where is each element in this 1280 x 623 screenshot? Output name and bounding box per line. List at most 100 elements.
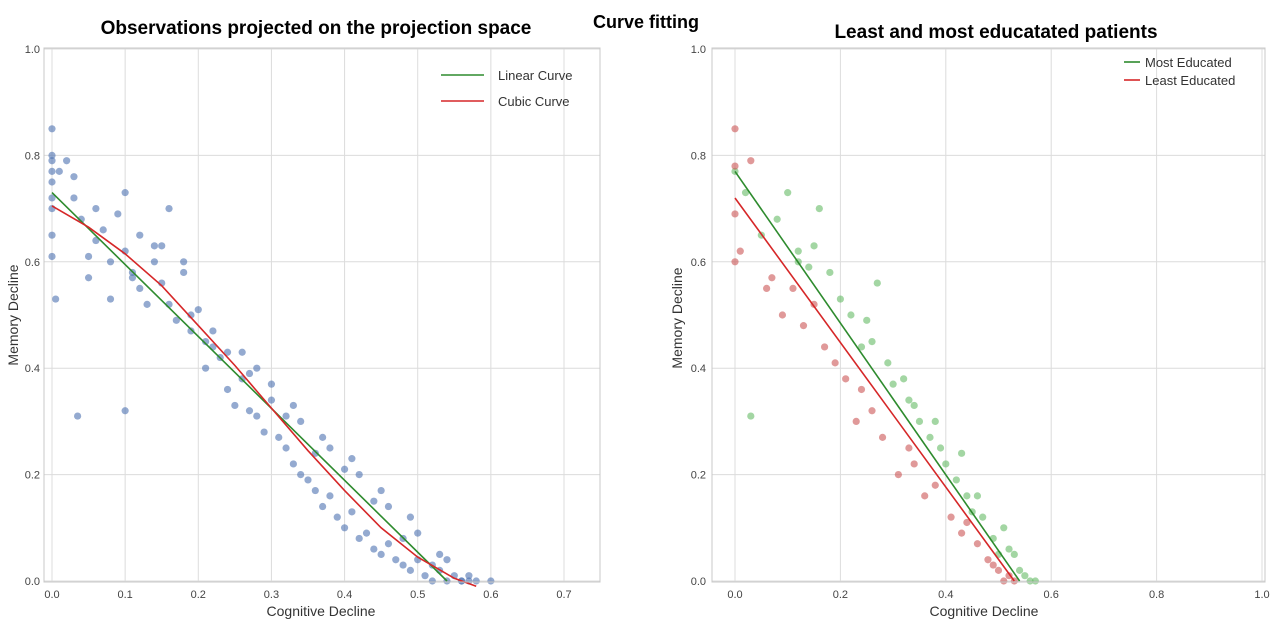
data-point: [267, 380, 276, 388]
data-point: [260, 428, 268, 436]
right-chart-grid: [712, 48, 1265, 582]
data-point: [1010, 550, 1018, 559]
series-line-least-educated: [734, 197, 1015, 582]
data-point: [121, 407, 129, 415]
left-chart: Observations projected on the projection…: [5, 18, 601, 619]
data-point: [915, 417, 924, 425]
data-point: [158, 242, 166, 250]
x-tick-label: 0.0: [727, 589, 742, 601]
x-tick-label: 0.6: [1044, 589, 1059, 601]
data-point: [209, 327, 217, 335]
legend-label-cubic: Cubic Curve: [498, 94, 570, 109]
data-point: [384, 502, 393, 511]
data-point: [1000, 524, 1008, 532]
right-chart-title: Least and most educatated patients: [834, 22, 1157, 43]
data-point: [92, 236, 100, 245]
data-point: [857, 343, 866, 351]
y-tick-label: 0.4: [691, 363, 706, 375]
data-point: [55, 167, 63, 175]
data-point: [340, 524, 349, 532]
data-point: [136, 231, 144, 239]
left-chart-y-ticks: 0.0 0.2 0.4 0.6 0.8 1.0: [25, 44, 40, 588]
data-point: [868, 338, 876, 346]
data-point: [399, 561, 407, 569]
data-point: [973, 492, 982, 500]
data-point: [1000, 577, 1008, 585]
data-point: [370, 497, 378, 505]
data-point: [48, 252, 56, 261]
right-chart-y-label: Memory Decline: [669, 267, 685, 368]
data-point: [831, 359, 839, 367]
data-point: [747, 412, 755, 420]
data-point: [282, 444, 290, 452]
left-chart-legend: Linear Curve Cubic Curve: [441, 68, 572, 109]
data-point: [799, 322, 808, 330]
data-point: [311, 449, 319, 457]
data-point: [826, 268, 834, 277]
y-tick-label: 0.6: [25, 257, 40, 269]
data-point: [436, 550, 444, 559]
data-point: [894, 471, 902, 479]
data-point: [947, 513, 955, 521]
y-tick-label: 0.0: [25, 576, 40, 588]
data-point: [910, 460, 918, 468]
y-tick-label: 0.2: [25, 470, 40, 482]
data-point: [847, 311, 855, 319]
data-point: [319, 502, 327, 511]
data-point: [348, 508, 356, 516]
data-point: [836, 295, 845, 303]
data-point: [873, 279, 881, 287]
series-line-most-educated: [734, 170, 1021, 582]
data-point: [106, 295, 115, 303]
data-point: [326, 444, 334, 452]
data-point: [747, 157, 755, 165]
data-point: [963, 518, 971, 527]
data-point: [223, 385, 232, 394]
data-point: [810, 242, 818, 250]
x-tick-label: 0.1: [117, 589, 132, 601]
x-tick-label: 0.3: [264, 589, 279, 601]
right-chart-frame: [711, 47, 1266, 583]
data-point: [443, 556, 451, 564]
series-line-cubic-curve: [51, 205, 477, 588]
data-point: [289, 401, 297, 410]
data-point: [114, 210, 122, 218]
data-point: [952, 476, 960, 484]
data-point: [905, 444, 913, 452]
data-point: [414, 529, 422, 537]
x-tick-label: 1.0: [1254, 589, 1269, 601]
data-point: [465, 572, 473, 580]
left-chart-y-label: Memory Decline: [5, 264, 21, 365]
y-tick-label: 0.0: [691, 576, 706, 588]
right-chart-lines: [734, 170, 1021, 582]
data-point: [805, 263, 813, 271]
data-point: [370, 545, 378, 553]
data-point: [963, 492, 971, 500]
data-point: [487, 577, 495, 585]
data-point: [406, 513, 414, 521]
data-point: [794, 247, 802, 255]
data-point: [842, 375, 850, 383]
figure-suptitle: Curve fitting: [593, 12, 699, 32]
data-point: [202, 338, 210, 346]
data-point: [319, 433, 327, 441]
x-tick-label: 0.4: [337, 589, 352, 601]
x-tick-label: 0.6: [483, 589, 498, 601]
data-point: [984, 556, 992, 564]
legend-label-most-educated: Most Educated: [1145, 55, 1232, 70]
data-point: [70, 194, 78, 202]
data-point: [223, 348, 232, 356]
data-point: [731, 162, 739, 170]
data-point: [63, 157, 71, 165]
data-point: [979, 513, 987, 521]
data-point: [74, 412, 82, 420]
right-chart-legend: Most Educated Least Educated: [1124, 55, 1235, 88]
series-line-linear-curve: [51, 192, 448, 582]
data-point: [52, 295, 60, 303]
left-chart-lines: [51, 192, 477, 588]
right-chart: Least and most educatated patients 0.0 0.…: [669, 22, 1270, 619]
data-point: [768, 274, 776, 282]
y-tick-label: 0.6: [691, 257, 706, 269]
data-point: [428, 577, 436, 585]
y-tick-label: 0.8: [25, 150, 40, 162]
